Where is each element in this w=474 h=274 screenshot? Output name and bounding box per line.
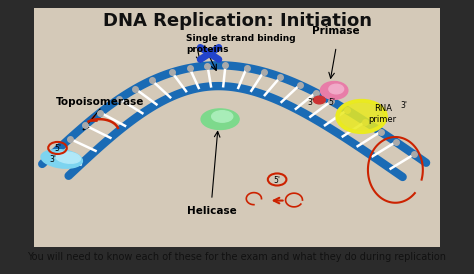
Ellipse shape	[313, 96, 325, 104]
Text: Single strand binding
proteins: Single strand binding proteins	[186, 34, 296, 54]
Ellipse shape	[201, 109, 239, 130]
Text: 3': 3'	[50, 155, 57, 164]
Text: 3': 3'	[308, 98, 314, 107]
Ellipse shape	[212, 111, 233, 122]
Text: Topoisomerase: Topoisomerase	[55, 98, 144, 107]
Text: 5': 5'	[273, 176, 281, 184]
FancyBboxPatch shape	[34, 8, 440, 247]
Text: 3': 3'	[401, 101, 407, 110]
Ellipse shape	[329, 84, 344, 94]
Circle shape	[338, 101, 385, 132]
Text: RNA
primer: RNA primer	[369, 104, 397, 124]
Text: You will need to know each of these for the exam and what they do during replica: You will need to know each of these for …	[27, 252, 447, 262]
Text: 5': 5'	[328, 98, 336, 107]
Text: Primase: Primase	[312, 26, 360, 36]
Ellipse shape	[41, 150, 82, 168]
Text: DNA Replication: Initiation: DNA Replication: Initiation	[102, 12, 372, 30]
Text: Helicase: Helicase	[187, 206, 237, 216]
Text: 5': 5'	[54, 144, 61, 153]
Ellipse shape	[320, 82, 348, 99]
Ellipse shape	[55, 152, 81, 163]
